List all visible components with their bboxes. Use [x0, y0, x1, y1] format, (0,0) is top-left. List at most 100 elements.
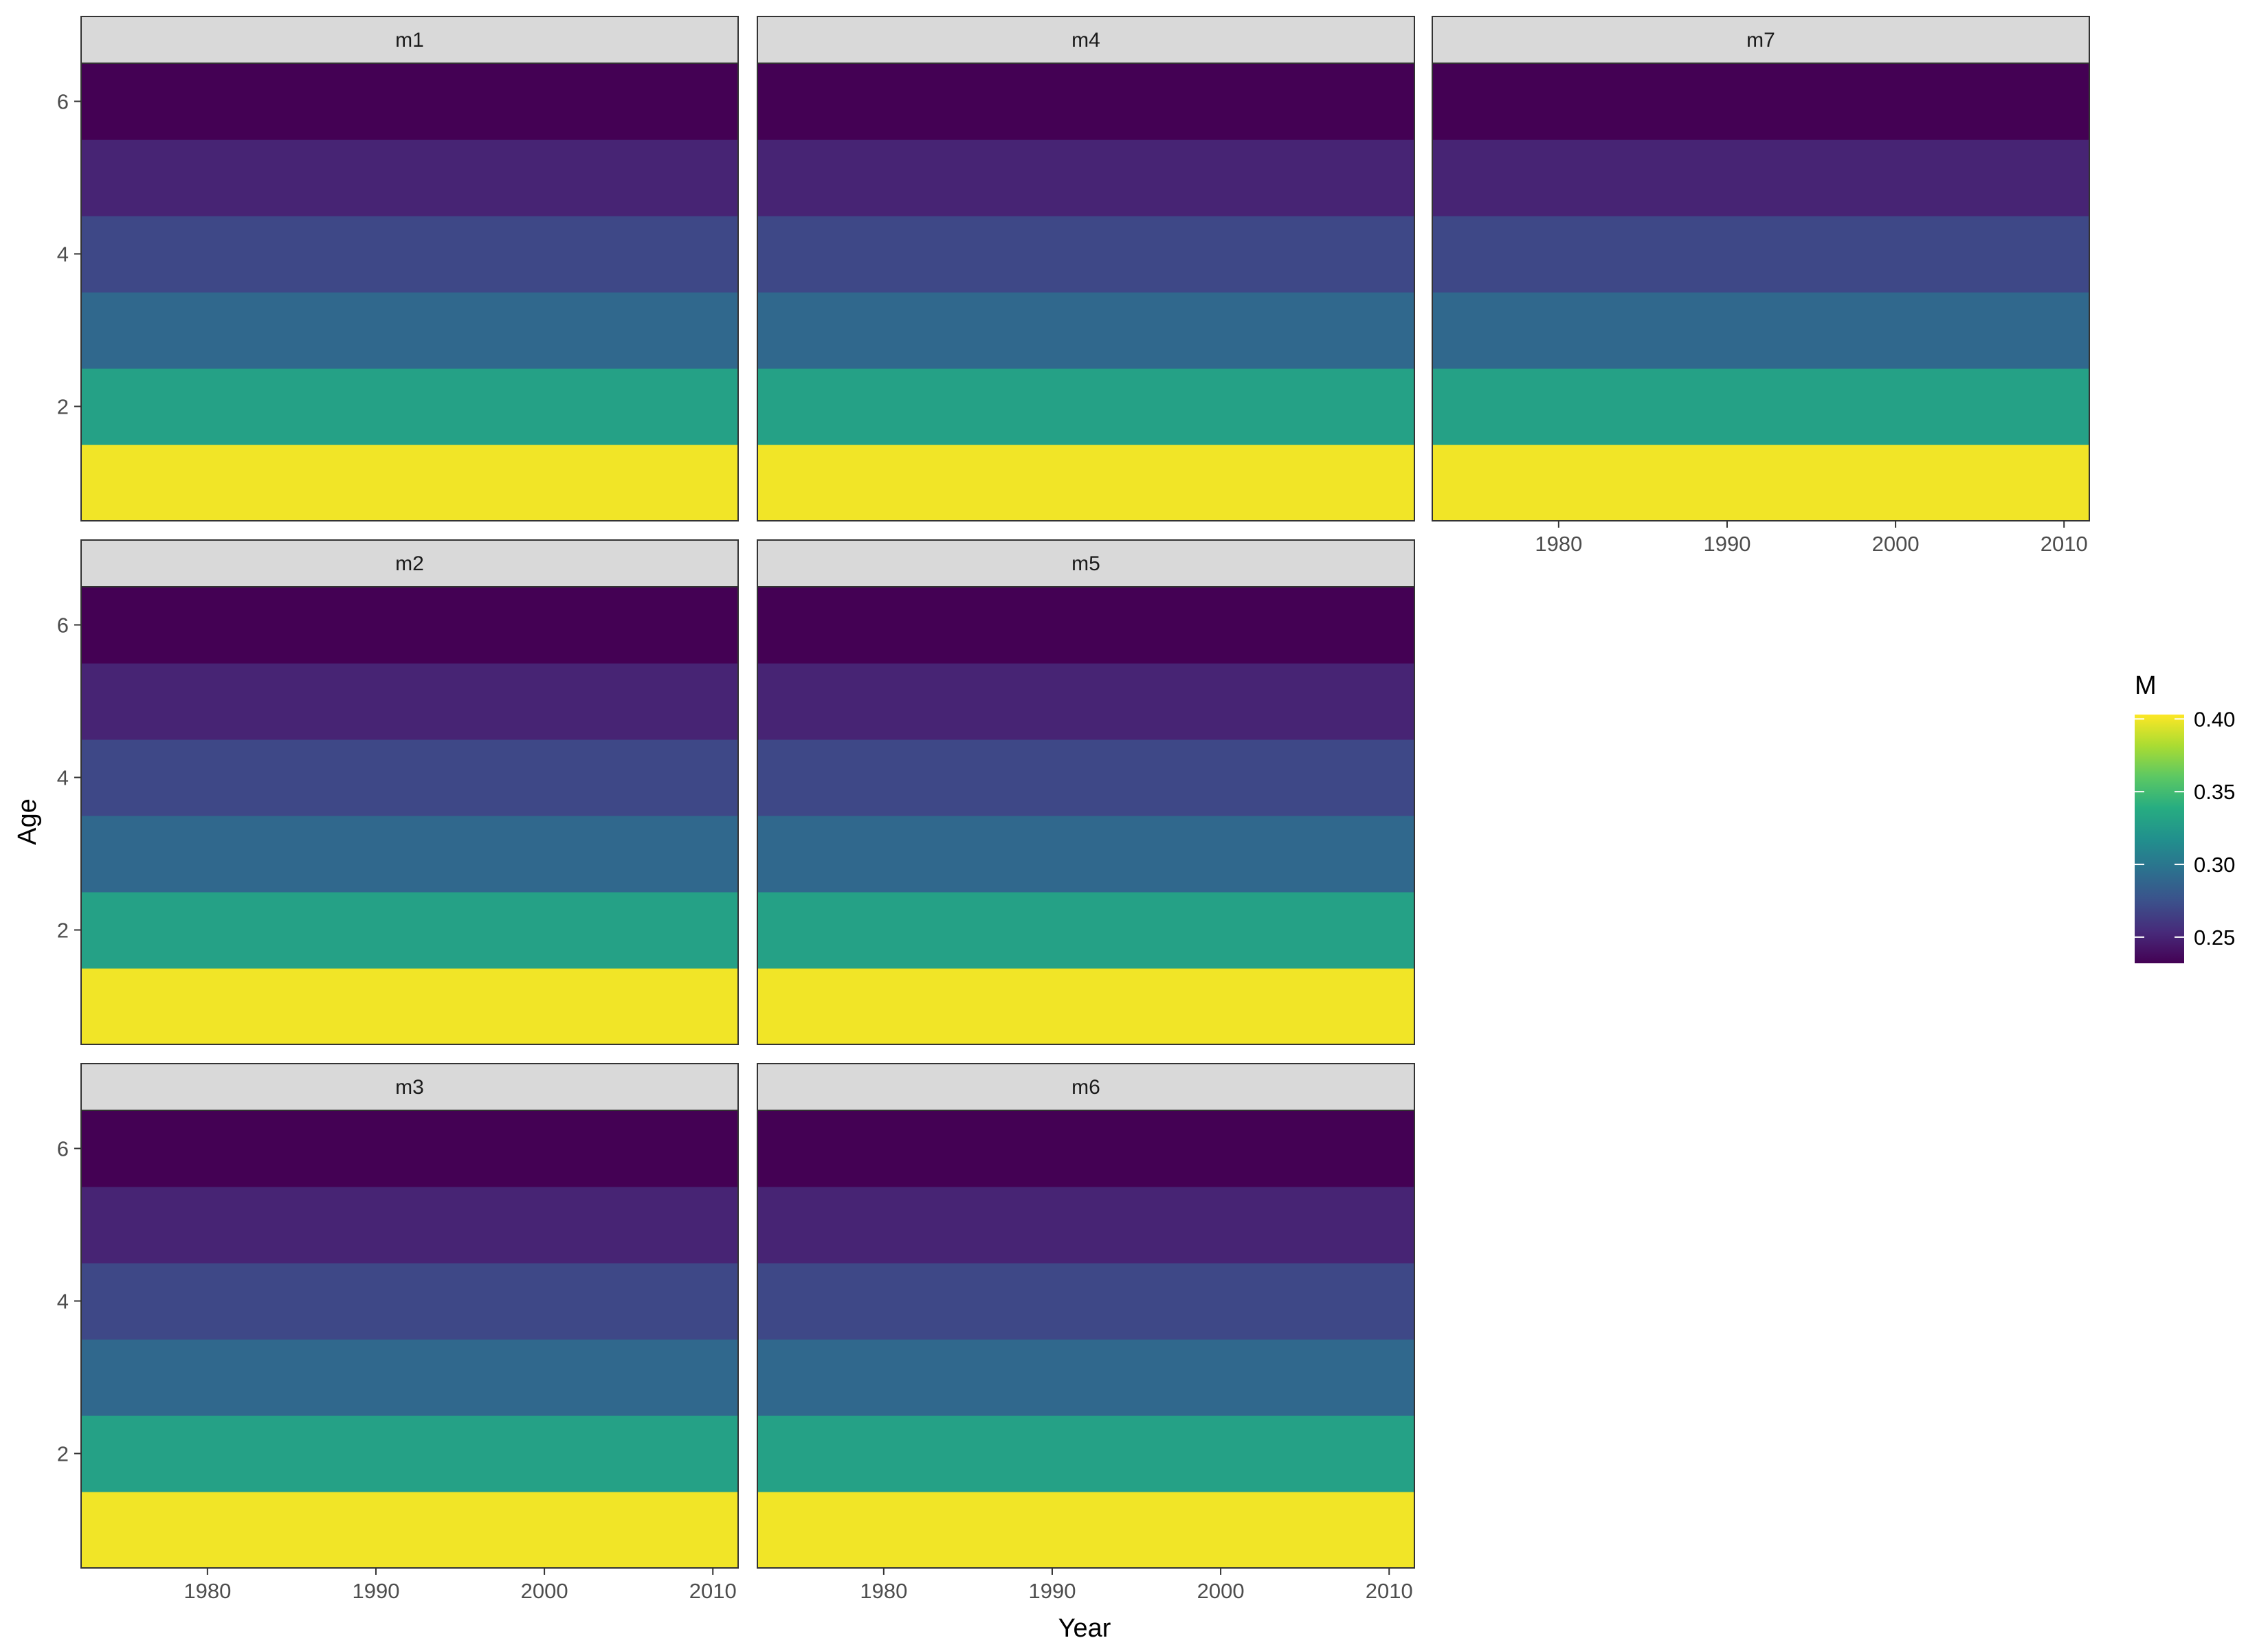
heatmap-tile-age-6 — [81, 587, 738, 664]
x-tick-label: 2000 — [1197, 1579, 1245, 1603]
heatmap-tile-age-5 — [81, 1187, 738, 1264]
panel-border — [80, 63, 739, 521]
heatmap-tile-age-1 — [81, 445, 738, 521]
x-tick-label: 1990 — [352, 1579, 399, 1603]
heatmap-tile-age-5 — [757, 139, 1414, 216]
x-tick-label: 2000 — [521, 1579, 568, 1603]
heatmap-tile-age-5 — [1432, 139, 2089, 216]
y-axis-title: Age — [13, 798, 42, 845]
x-tick-label: 2000 — [1872, 532, 1920, 556]
legend-tick-label: 0.40 — [2194, 707, 2235, 731]
facet-strip — [80, 539, 739, 587]
heatmap-tile-age-5 — [757, 663, 1414, 740]
heatmap-tile-age-6 — [757, 587, 1414, 664]
y-tick-label: 6 — [57, 90, 69, 114]
heatmap-tile-age-1 — [81, 1492, 738, 1569]
y-tick-label: 6 — [57, 1137, 69, 1161]
facet-strip-label: m1 — [395, 29, 424, 52]
heatmap-tile-age-2 — [757, 892, 1414, 969]
legend-tick-label: 0.35 — [2194, 780, 2235, 804]
panel-border — [757, 63, 1415, 521]
x-tick-label: 1980 — [1535, 532, 1582, 556]
panel-border — [757, 1110, 1415, 1569]
legend-colorbar — [2135, 715, 2184, 963]
facet-panel-m2: m2 2 4 6 — [57, 539, 739, 1045]
y-tick-label: 4 — [57, 243, 69, 267]
x-tick-label: 1990 — [1703, 532, 1750, 556]
heatmap-tile-age-2 — [1432, 368, 2089, 445]
heatmap-tile-age-2 — [81, 892, 738, 969]
heatmap-tile-age-3 — [81, 292, 738, 369]
color-legend: M 0.25 0.30 0.35 0.40 — [2135, 671, 2235, 963]
legend-title: M — [2135, 671, 2157, 700]
x-tick-label: 2010 — [1366, 1579, 1413, 1603]
heatmap-tile-age-4 — [81, 216, 738, 293]
heatmap-tile-age-4 — [757, 216, 1414, 293]
heatmap-tile-age-2 — [757, 1415, 1414, 1492]
heatmap-tile-age-4 — [81, 739, 738, 816]
facet-strip-label: m3 — [395, 1076, 424, 1099]
facet-panel-m6: m6 1980 1990 2000 2010 — [757, 1063, 1415, 1603]
heatmap-tile-age-4 — [81, 1263, 738, 1340]
facet-strip-label: m2 — [395, 552, 424, 575]
facet-strip — [80, 1063, 739, 1111]
heatmap-tile-age-4 — [757, 739, 1414, 816]
x-tick-label: 1990 — [1028, 1579, 1076, 1603]
heatmap-tile-age-4 — [1432, 216, 2089, 293]
facet-strip — [757, 539, 1415, 587]
heatmap-tile-age-3 — [1432, 292, 2089, 369]
heatmap-tile-age-6 — [81, 63, 738, 140]
facet-strip — [757, 1063, 1415, 1111]
facet-strip — [757, 16, 1415, 64]
panel-border — [80, 1110, 739, 1569]
heatmap-tile-age-1 — [757, 968, 1414, 1045]
panel-border — [757, 586, 1415, 1045]
x-axis-title: Year — [1058, 1614, 1111, 1643]
heatmap-tile-age-2 — [81, 1415, 738, 1492]
facet-panel-m3: m3 2 4 6 1980 1990 2000 2010 — [57, 1063, 739, 1603]
y-tick-label: 2 — [57, 1442, 69, 1466]
facet-panel-m5: m5 — [757, 539, 1415, 1045]
legend-tick-label: 0.30 — [2194, 853, 2235, 877]
heatmap-tile-age-3 — [757, 816, 1414, 893]
heatmap-tile-age-1 — [1432, 445, 2089, 521]
panel-border — [1432, 63, 2090, 521]
x-tick-label: 2010 — [689, 1579, 737, 1603]
legend-tick-label: 0.25 — [2194, 926, 2235, 950]
facet-strip-label: m7 — [1746, 29, 1775, 52]
facet-strip-label: m5 — [1071, 552, 1100, 575]
facet-strip-label: m4 — [1071, 29, 1100, 52]
facet-panels: m1 2 4 6 m4 m7 1980 1990 2000 2010 m2 2 4 6 m5 m3 2 4 6 198… — [57, 16, 2090, 1603]
heatmap-tile-age-2 — [81, 368, 738, 445]
facet-strip — [80, 16, 739, 64]
facet-strip-label: m6 — [1071, 1076, 1100, 1099]
heatmap-tile-age-1 — [757, 1492, 1414, 1569]
y-tick-label: 6 — [57, 614, 69, 638]
heatmap-tile-age-5 — [81, 139, 738, 216]
y-tick-label: 2 — [57, 395, 69, 419]
y-tick-label: 4 — [57, 766, 69, 790]
heatmap-tile-age-6 — [1432, 63, 2089, 140]
facet-panel-m4: m4 — [757, 16, 1415, 521]
heatmap-tile-age-1 — [757, 445, 1414, 521]
heatmap-tile-age-3 — [81, 1339, 738, 1416]
heatmap-tile-age-3 — [757, 1339, 1414, 1416]
heatmap-tile-age-1 — [81, 968, 738, 1045]
heatmap-tile-age-4 — [757, 1263, 1414, 1340]
heatmap-tile-age-5 — [757, 1187, 1414, 1264]
heatmap-tile-age-3 — [81, 816, 738, 893]
facet-strip — [1432, 16, 2090, 64]
facet-panel-m1: m1 2 4 6 — [57, 16, 739, 521]
x-tick-label: 1980 — [184, 1579, 231, 1603]
facet-panel-m7: m7 1980 1990 2000 2010 — [1432, 16, 2090, 556]
heatmap-tile-age-3 — [757, 292, 1414, 369]
panel-border — [80, 586, 739, 1045]
heatmap-tile-age-6 — [757, 63, 1414, 140]
y-tick-label: 4 — [57, 1290, 69, 1314]
heatmap-tile-age-6 — [757, 1110, 1414, 1187]
x-tick-label: 2010 — [2041, 532, 2088, 556]
heatmap-tile-age-6 — [81, 1110, 738, 1187]
heatmap-tile-age-2 — [757, 368, 1414, 445]
y-tick-label: 2 — [57, 919, 69, 943]
